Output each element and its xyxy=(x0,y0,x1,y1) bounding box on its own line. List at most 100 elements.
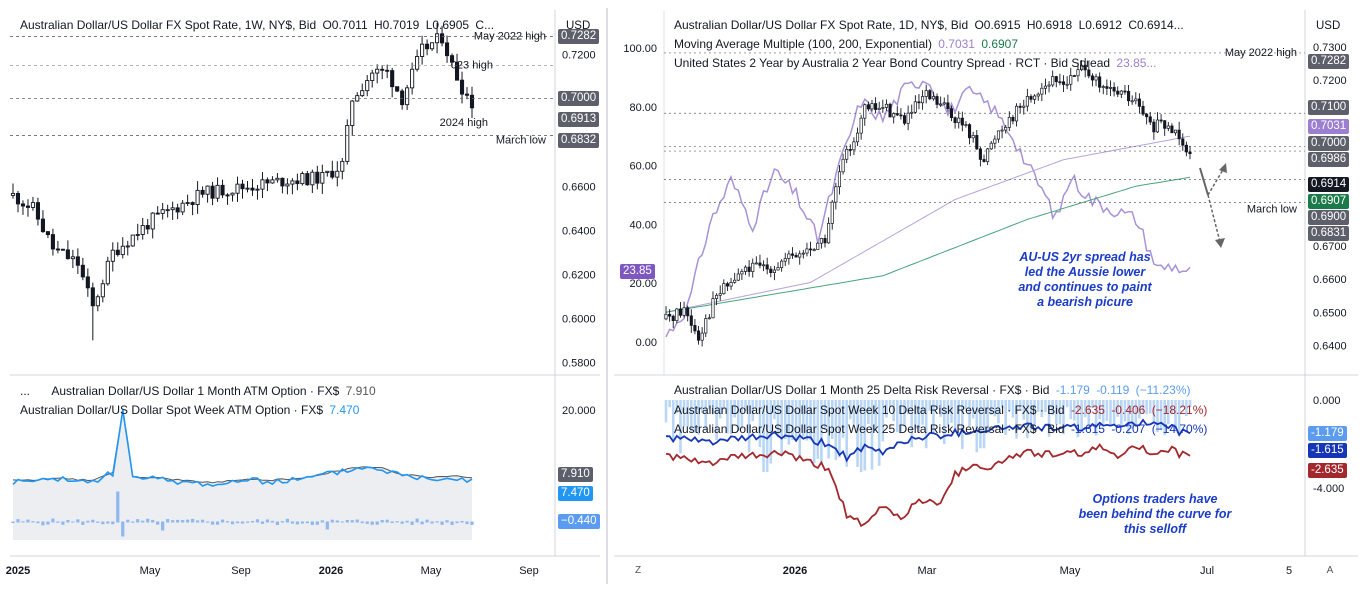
daily-candle-body xyxy=(711,298,715,319)
rr-histogram-bar xyxy=(1174,400,1177,430)
options-annotation-line: been behind the curve for xyxy=(1078,507,1232,521)
atm-histogram-bar xyxy=(260,521,265,524)
atm-legend-prefix: ... xyxy=(20,384,31,398)
daily-candle-body xyxy=(823,238,827,244)
weekly-candle-body xyxy=(445,42,450,57)
rr-histogram-bar xyxy=(906,400,910,415)
weekly-candle-body xyxy=(60,248,65,251)
rr-histogram-bar xyxy=(1177,400,1181,435)
daily-candle-body xyxy=(1119,90,1123,95)
rr-histogram-bar xyxy=(932,400,935,434)
rr-histogram-bar xyxy=(708,400,711,410)
rr-histogram-bar xyxy=(1011,400,1015,418)
rr-histogram-bar xyxy=(740,400,744,429)
daily-candle-body xyxy=(892,113,896,118)
atm-histogram-bar xyxy=(141,520,145,523)
rr-histogram-bar xyxy=(1101,400,1105,424)
weekly-candle-body xyxy=(50,234,55,250)
daily-candle-body xyxy=(1105,86,1109,89)
atm-legend-2-value: 7.470 xyxy=(329,403,360,417)
atm-histogram-bar xyxy=(465,521,469,525)
atm-histogram-bar xyxy=(56,521,60,523)
dotted-down-arrow xyxy=(1207,194,1221,243)
ma-value-200: 0.6907 xyxy=(981,37,1019,51)
daily-price-tag: 0.6900 xyxy=(1308,209,1350,225)
atm-histogram-bar xyxy=(31,521,35,523)
rr-histogram-bar xyxy=(1065,400,1069,408)
rr-histogram-bar xyxy=(736,400,740,431)
rr-histogram-bar xyxy=(1029,400,1033,431)
rr-histogram-bar xyxy=(863,400,867,471)
weekly-price-tag: 0.6832 xyxy=(558,133,600,149)
rr-histogram-bar xyxy=(1152,400,1156,423)
rr-histogram-bar xyxy=(856,400,859,467)
daily-price-tag: 0.7031 xyxy=(1308,118,1350,134)
weekly-candle-body xyxy=(469,94,475,109)
rr-legend-1-v3: (−11.23%) xyxy=(1135,383,1191,397)
daily-candle-body xyxy=(722,283,726,295)
rr-histogram-bar xyxy=(755,400,758,410)
daily-candle-body xyxy=(772,269,776,273)
rr-legend-1-label: Australian Dollar/US Dollar 1 Month 25 D… xyxy=(674,383,1050,397)
daily-candle-body xyxy=(790,253,795,256)
rr-histogram-bar xyxy=(1051,400,1054,415)
daily-candle-body xyxy=(1141,105,1145,115)
atm-histogram-bar xyxy=(380,519,384,523)
atm-histogram-bar xyxy=(81,521,85,525)
atm-histogram-bar xyxy=(156,521,160,525)
weekly-legend-title: Australian Dollar/US Dollar FX Spot Rate… xyxy=(20,18,317,32)
weekly-candle-body xyxy=(425,43,430,50)
daily-candle-body xyxy=(783,258,787,262)
daily-candle-body xyxy=(798,253,802,258)
zoom-button[interactable]: Z xyxy=(634,565,642,576)
weekly-march-low-label: March low xyxy=(496,134,546,146)
rr-histogram-bar xyxy=(1138,400,1141,419)
auto-scale-button[interactable]: A xyxy=(1326,565,1334,576)
atm-histogram-bar xyxy=(46,521,50,525)
daily-legend-title: Australian Dollar/US Dollar FX Spot Rate… xyxy=(674,18,969,32)
weekly-candle-body xyxy=(305,173,310,186)
weekly-candle-body xyxy=(205,185,210,195)
weekly-candle-body xyxy=(175,207,180,213)
rr-histogram-bar xyxy=(809,400,812,440)
weekly-candle-body xyxy=(15,192,21,205)
daily-candle-body xyxy=(971,135,975,139)
rr-histogram-bar xyxy=(1073,400,1076,421)
rr-histogram-bar xyxy=(1054,400,1058,425)
weekly-price-tag: 0.6913 xyxy=(558,112,600,128)
atm-histogram-bar xyxy=(310,521,314,525)
daily-candle-body xyxy=(1163,120,1167,129)
atm-histogram-bar xyxy=(26,519,30,523)
rr-histogram-bar xyxy=(939,400,942,417)
rr-legend-3-label: Australian Dollar/US Dollar Spot Week 25… xyxy=(674,422,1065,436)
rr-histogram-bar xyxy=(1083,400,1087,418)
daily-high: H0.6918 xyxy=(1026,18,1073,32)
rr-histogram-bar xyxy=(816,400,820,459)
atm-histogram-bar xyxy=(355,519,359,523)
rr-histogram-bar xyxy=(675,400,679,414)
daily-left-y-tick: 100.00 xyxy=(623,43,657,55)
daily-x-tick: May xyxy=(1060,565,1081,577)
weekly-candle-body xyxy=(85,276,90,289)
weekly-currency-label: USD xyxy=(566,20,591,32)
weekly-x-tick: May xyxy=(421,565,442,577)
atm-histogram-bar xyxy=(390,521,394,524)
weekly-open: O0.7011 xyxy=(322,18,368,32)
rr-histogram-bar xyxy=(1105,400,1109,421)
rr-histogram-bar xyxy=(1181,400,1185,408)
atm-histogram-bar xyxy=(91,519,95,523)
atm-histogram-bar xyxy=(176,519,180,523)
rr-histogram-bar xyxy=(718,400,722,419)
atm-legend-1-value: 7.910 xyxy=(345,384,376,398)
daily-candle-body xyxy=(960,117,964,126)
rr-10delta-line xyxy=(665,443,1191,528)
rr-histogram-bar xyxy=(1044,400,1047,413)
daily-spread-legend: United States 2 Year by Australia 2 Year… xyxy=(674,56,1156,71)
atm-histogram-bar xyxy=(315,521,319,525)
weekly-2024-label: 2024 high xyxy=(440,117,488,129)
weekly-candle-body xyxy=(95,296,100,307)
rr-histogram-bar xyxy=(686,400,689,427)
atm-histogram-bar xyxy=(420,521,424,525)
rr-histogram-bar xyxy=(787,400,791,445)
rr-legend-1-v2: -0.119 xyxy=(1096,383,1130,397)
